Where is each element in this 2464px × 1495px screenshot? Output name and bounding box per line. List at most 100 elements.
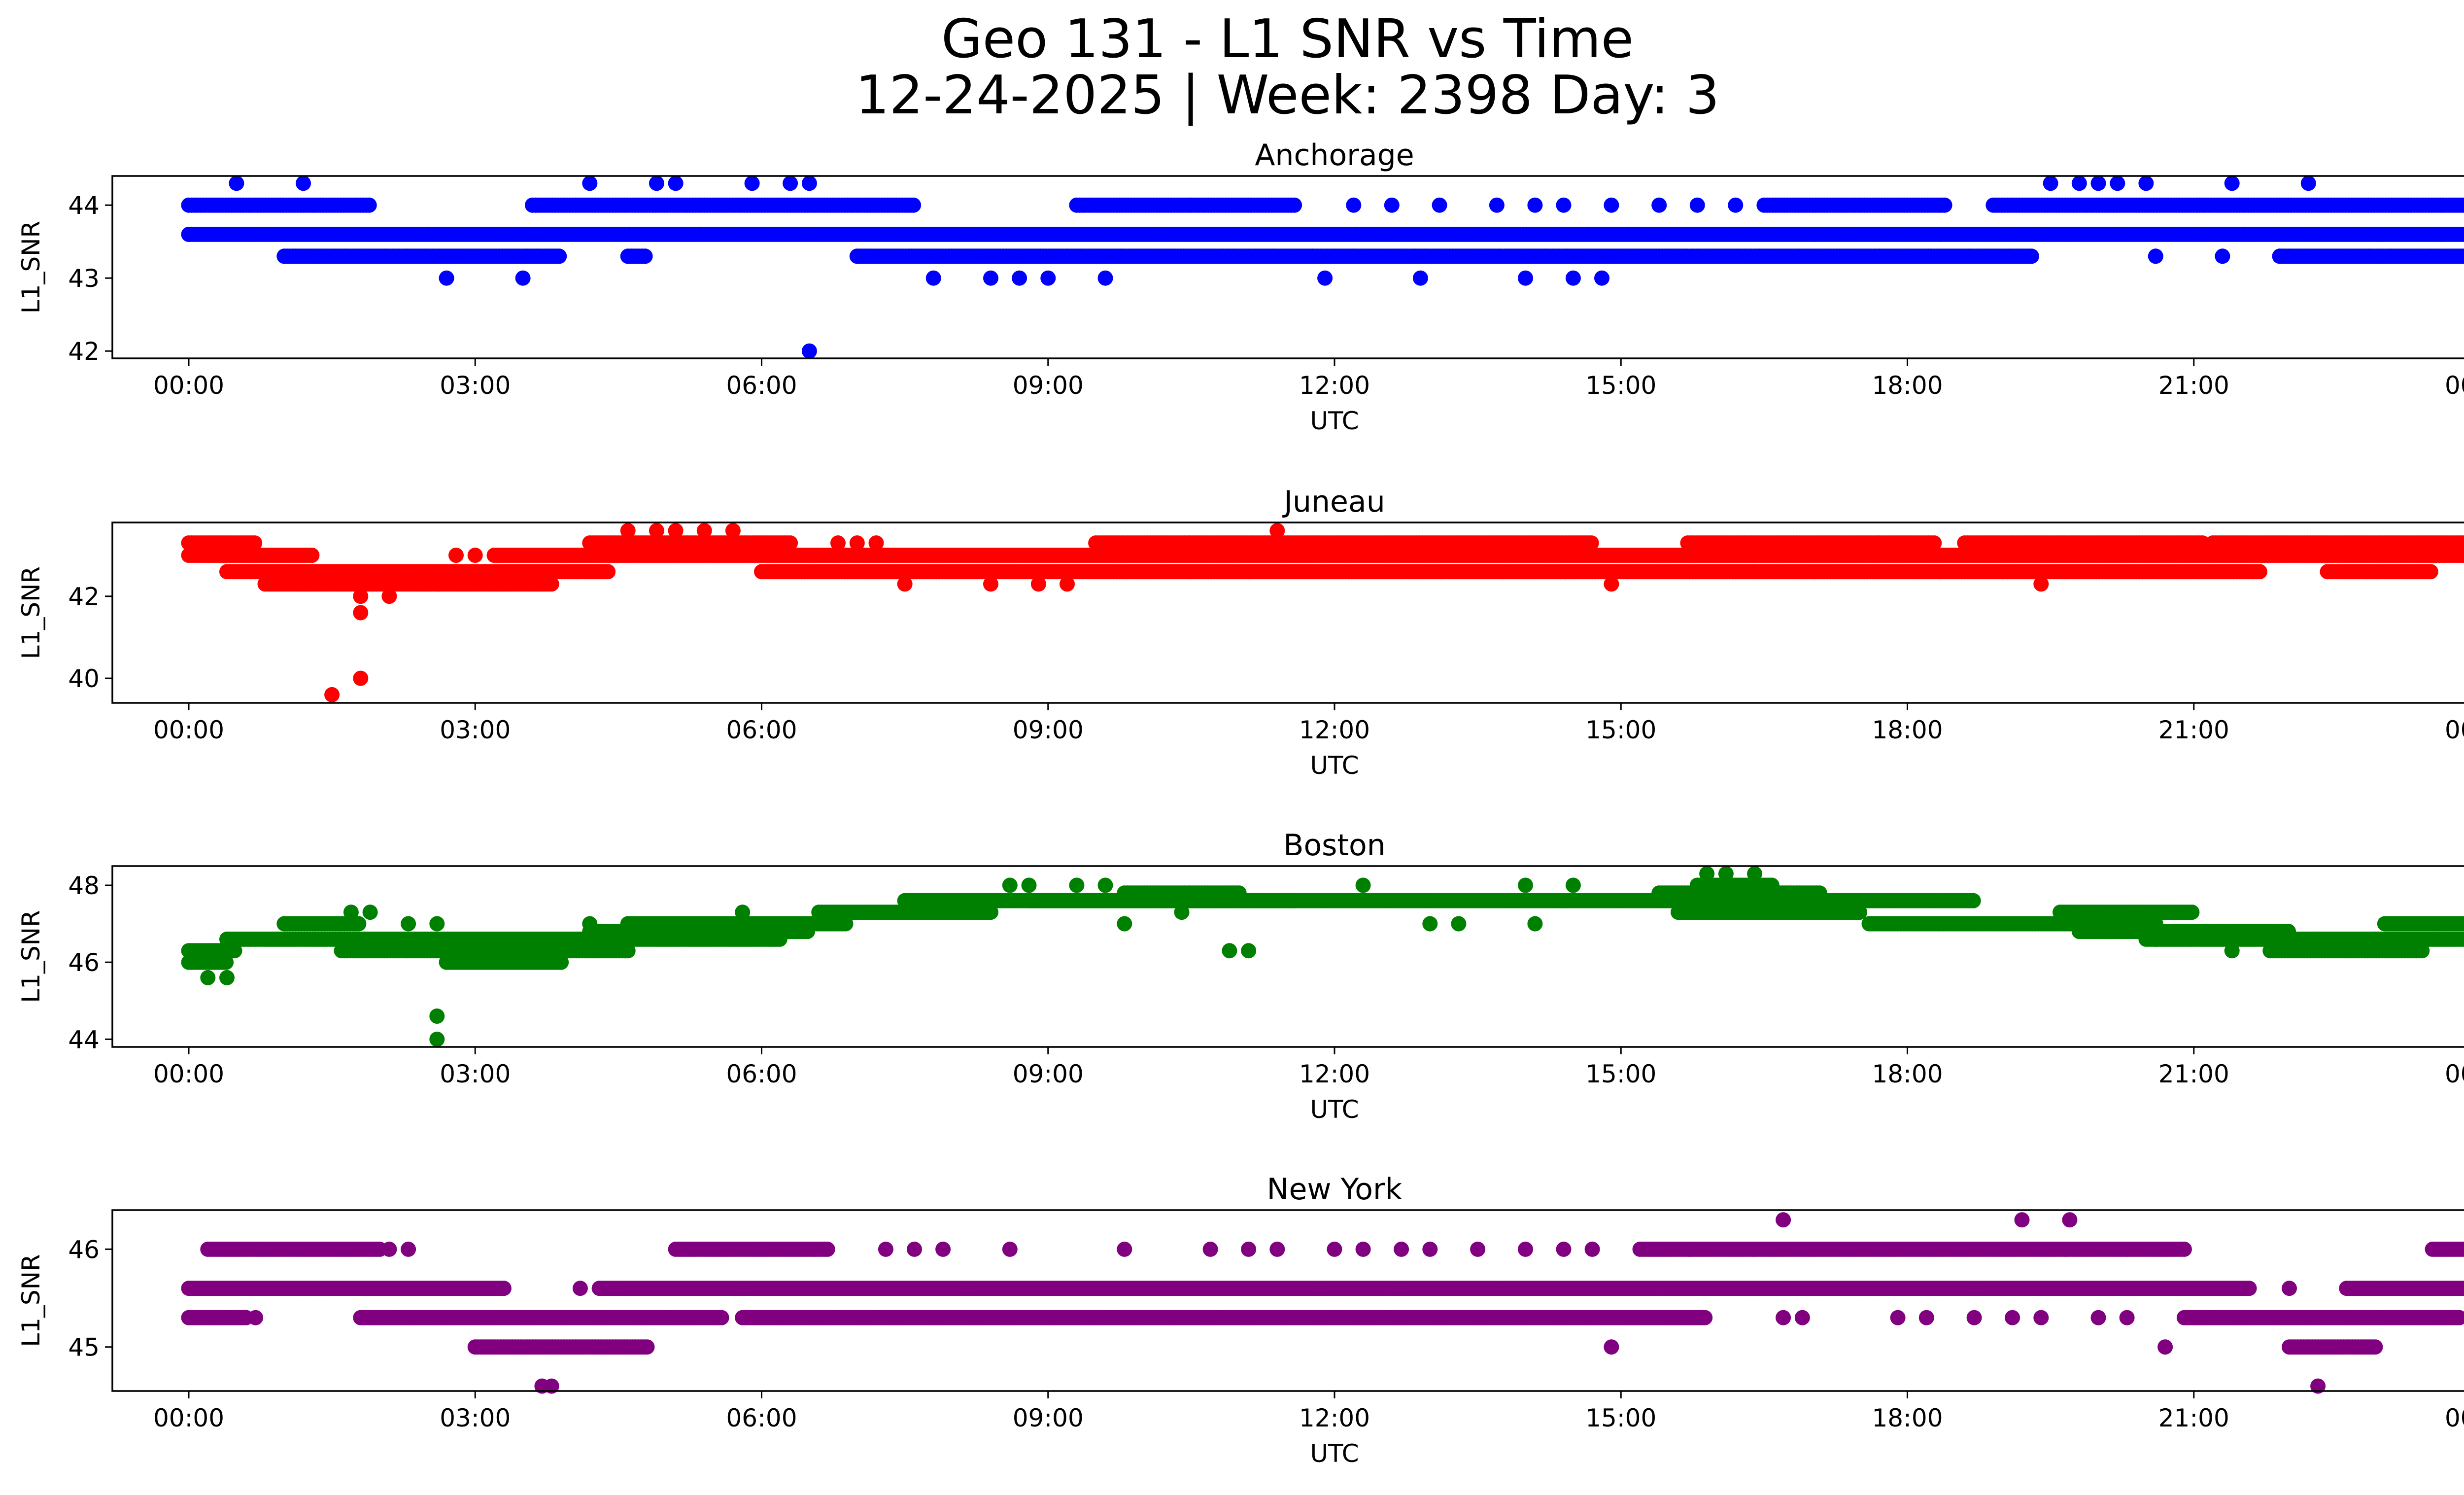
data-point (696, 523, 712, 539)
y-tick-label: 40 (68, 664, 100, 693)
data-point (544, 576, 559, 592)
data-point (1287, 197, 1302, 213)
data-point (553, 954, 569, 970)
x-tick-label: 06:00 (726, 716, 797, 744)
data-point (353, 605, 369, 621)
data-point (2138, 175, 2154, 191)
y-tick-label: 43 (68, 264, 100, 293)
data-point (925, 270, 941, 286)
data-point (983, 576, 998, 592)
data-point (783, 535, 798, 551)
data-point (439, 270, 454, 286)
data-point (649, 523, 664, 539)
data-point (2461, 250, 2464, 262)
y-tick-label: 42 (68, 583, 100, 611)
data-point (582, 175, 598, 191)
x-tick-label: 09:00 (1013, 716, 1084, 744)
data-point (2023, 248, 2039, 264)
data-point (1594, 270, 1609, 286)
data-point (2148, 248, 2163, 264)
data-point (218, 954, 234, 970)
data-points (181, 866, 2464, 1047)
x-tick-label: 00:00 (2445, 716, 2464, 744)
data-point (1269, 523, 1285, 539)
x-tick-label: 12:00 (1299, 371, 1370, 400)
y-tick-label: 44 (68, 191, 100, 220)
data-point (2461, 199, 2464, 211)
data-point (1012, 270, 1027, 286)
data-point (906, 197, 922, 213)
x-tick-label: 15:00 (1585, 371, 1656, 400)
y-axis-label: L1_SNR (17, 221, 45, 314)
x-tick-label: 03:00 (440, 716, 511, 744)
data-point (2110, 175, 2125, 191)
x-tick-label: 21:00 (2158, 716, 2229, 744)
data-point (600, 564, 616, 580)
data-point (783, 175, 798, 191)
data-point (2224, 175, 2240, 191)
data-point (1030, 576, 1046, 592)
data-points (181, 523, 2464, 702)
data-point (1432, 197, 1447, 213)
data-point (1728, 197, 1744, 213)
data-point (2423, 564, 2438, 580)
data-point (1689, 197, 1705, 213)
data-point (1604, 197, 1619, 213)
figure-title-line2: 12-24-2025 | Week: 2398 Day: 3 (855, 65, 1720, 126)
data-point (800, 924, 815, 939)
data-point (801, 175, 817, 191)
panel-title: Juneau (1282, 485, 1385, 519)
data-point (2215, 248, 2230, 264)
x-tick-label: 00:00 (153, 371, 224, 400)
data-point (1926, 535, 1942, 551)
data-point (725, 523, 741, 539)
data-point (620, 523, 636, 539)
data-point (1556, 197, 1572, 213)
data-point (1384, 197, 1400, 213)
x-tick-label: 00:00 (153, 716, 224, 744)
data-point (467, 548, 483, 563)
data-point (381, 589, 397, 604)
data-point (1317, 270, 1333, 286)
figure-title-line1: Geo 131 - L1 SNR vs Time (941, 8, 1634, 70)
data-point (1060, 576, 1075, 592)
data-point (515, 270, 531, 286)
data-point (1346, 197, 1362, 213)
panel-title: Boston (1283, 828, 1385, 863)
data-point (830, 535, 846, 551)
data-point (1489, 197, 1505, 213)
data-point (304, 548, 320, 563)
data-point (2281, 924, 2296, 939)
x-tick-label: 12:00 (1299, 716, 1370, 744)
data-point (801, 343, 817, 359)
data-point (353, 670, 369, 686)
data-point (551, 248, 567, 264)
data-point (668, 175, 684, 191)
data-point (296, 175, 311, 191)
data-point (1937, 197, 1952, 213)
data-point (353, 589, 369, 604)
data-point (2071, 175, 2087, 191)
data-point (868, 535, 884, 551)
data-point (1604, 576, 1619, 592)
data-point (229, 175, 244, 191)
x-tick-label: 03:00 (440, 371, 511, 400)
data-point (897, 576, 913, 592)
y-tick-label: 42 (68, 337, 100, 366)
data-point (2252, 564, 2267, 580)
data-point (849, 535, 865, 551)
data-point (2090, 175, 2106, 191)
data-point (1651, 197, 1667, 213)
x-axis-label: UTC (1310, 407, 1359, 435)
data-point (2272, 248, 2288, 264)
x-tick-label: 21:00 (2158, 371, 2229, 400)
data-point (2461, 228, 2464, 241)
data-point (448, 548, 464, 563)
data-point (324, 687, 340, 702)
data-point (668, 523, 684, 539)
data-point (2033, 576, 2049, 592)
